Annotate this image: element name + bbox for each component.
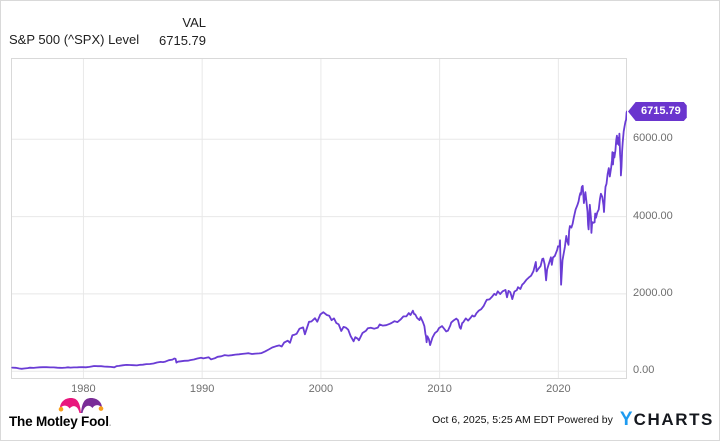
ycharts-wordmark: CHARTS [633,410,714,429]
y-axis-label: 4000.00 [633,209,673,222]
x-axis-label: 2020 [546,383,571,395]
value-column-value: 6715.79 [159,33,206,48]
plot-area [11,58,627,379]
last-value-badge: 6715.79 [628,102,687,122]
footer: The Motley Fool. Oct 6, 2025, 5:25 AM ED… [1,396,719,440]
y-axis-label: 2000.00 [633,286,673,299]
ycharts-logo[interactable]: Y CHARTS [620,409,714,431]
ycharts-y-icon: Y [619,409,633,430]
footer-timestamp: Oct 6, 2025, 5:25 AM EDT Powered by [432,414,613,426]
motley-fool-text: The Motley Fool [9,414,109,429]
value-column: VAL 6715.79 [131,14,206,50]
jester-hat-icon [58,398,104,413]
x-axis-label: 2010 [427,383,452,395]
y-axis-label: 6000.00 [633,132,673,145]
motley-fool-regmark: . [108,418,112,429]
footer-right: Oct 6, 2025, 5:25 AM EDT Powered by Y CHA… [432,409,714,431]
x-axis-label: 1990 [189,383,215,395]
value-column-header: VAL [182,15,206,30]
motley-fool-wordmark: The Motley Fool. [9,414,112,429]
y-axis-label: 0.00 [633,364,655,377]
motley-fool-logo[interactable]: The Motley Fool. [9,397,129,433]
series-title: S&P 500 (^SPX) Level [9,32,140,47]
x-axis-label: 1980 [71,383,96,395]
x-axis-label: 2000 [308,383,334,395]
